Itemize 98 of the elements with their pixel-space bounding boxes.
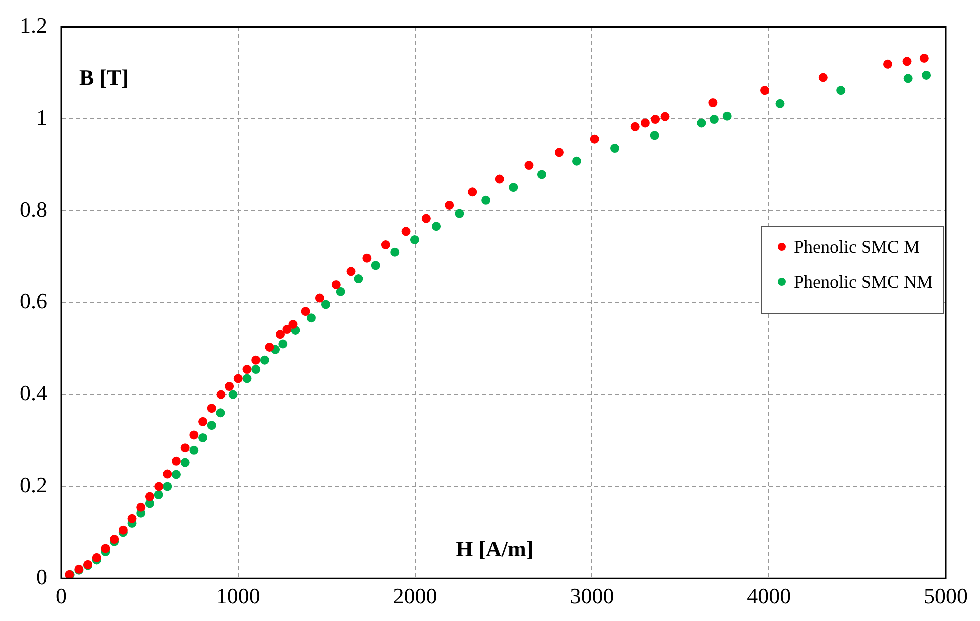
point — [630, 122, 640, 132]
y-tick-label: 0.6 — [20, 288, 48, 314]
point — [432, 222, 442, 232]
point — [252, 356, 261, 365]
legend-label: Phenolic SMC M — [794, 236, 920, 258]
point — [301, 307, 310, 316]
point — [154, 482, 164, 492]
point — [228, 390, 238, 400]
point — [455, 209, 464, 218]
point — [381, 240, 390, 250]
point — [242, 365, 252, 374]
y-tick-label: 1 — [36, 104, 48, 130]
point — [710, 115, 719, 124]
point — [390, 248, 400, 257]
point — [234, 374, 243, 384]
y-tick-label: 1.2 — [20, 12, 48, 38]
point — [332, 280, 341, 290]
point — [708, 98, 718, 108]
point — [722, 112, 732, 121]
point — [154, 490, 164, 500]
point — [315, 294, 324, 303]
point — [260, 356, 270, 365]
point — [524, 161, 534, 170]
point — [902, 57, 912, 66]
point — [537, 170, 546, 180]
point — [883, 60, 892, 69]
point — [128, 514, 137, 524]
point — [922, 70, 932, 80]
point — [282, 325, 292, 334]
point — [904, 74, 913, 84]
y-tick-label: 0 — [36, 564, 48, 590]
point — [660, 112, 670, 122]
point — [836, 86, 846, 96]
x-tick-label: 3000 — [570, 584, 614, 609]
y-tick-label: 0.2 — [20, 472, 48, 498]
legend-label: Phenolic SMC NM — [794, 272, 933, 293]
point — [136, 502, 146, 512]
point — [306, 314, 316, 323]
point — [776, 99, 785, 108]
point — [760, 86, 770, 96]
point — [610, 144, 620, 154]
x-tick-label: 5000 — [924, 584, 968, 609]
y-tick-label: 0.8 — [20, 196, 48, 222]
x-tick-label: 1000 — [216, 584, 260, 609]
point — [180, 444, 190, 453]
x-axis-title: H [A/m] — [456, 536, 534, 562]
x-tick-label: 4000 — [747, 584, 792, 609]
point — [92, 553, 102, 562]
point — [242, 374, 252, 384]
point — [207, 404, 216, 414]
point — [101, 544, 110, 554]
point — [650, 131, 660, 140]
point — [207, 421, 216, 430]
point — [410, 235, 420, 244]
point — [163, 482, 172, 492]
point — [190, 446, 199, 455]
point — [371, 261, 380, 270]
point — [495, 174, 504, 184]
x-tick-label: 0 — [56, 584, 67, 609]
point — [402, 227, 411, 236]
point — [509, 183, 518, 192]
point — [697, 118, 706, 128]
point — [590, 134, 600, 144]
point — [278, 340, 288, 349]
point — [445, 200, 454, 210]
point — [190, 430, 199, 440]
point — [198, 417, 208, 426]
point — [288, 320, 298, 329]
y-axis-title: B [T] — [80, 64, 129, 90]
point — [920, 54, 929, 63]
point — [163, 470, 172, 479]
point — [482, 196, 491, 205]
point — [354, 274, 364, 284]
point — [640, 118, 650, 128]
point — [346, 267, 356, 276]
point — [818, 73, 828, 82]
point — [216, 408, 226, 418]
point — [321, 300, 330, 310]
point — [198, 433, 208, 442]
point — [252, 365, 261, 374]
point — [172, 456, 181, 466]
point — [554, 148, 564, 158]
point — [468, 188, 478, 197]
point — [225, 382, 234, 392]
point — [336, 287, 346, 296]
point — [422, 214, 431, 224]
x-tick-label: 2000 — [393, 584, 438, 609]
point — [118, 526, 128, 535]
point — [265, 342, 274, 352]
point — [172, 470, 181, 480]
point — [145, 492, 154, 502]
point — [216, 390, 226, 400]
point — [651, 115, 660, 124]
point — [180, 458, 190, 468]
point — [362, 254, 372, 263]
y-tick-label: 0.4 — [20, 380, 48, 406]
point — [572, 156, 582, 166]
point — [276, 330, 285, 340]
